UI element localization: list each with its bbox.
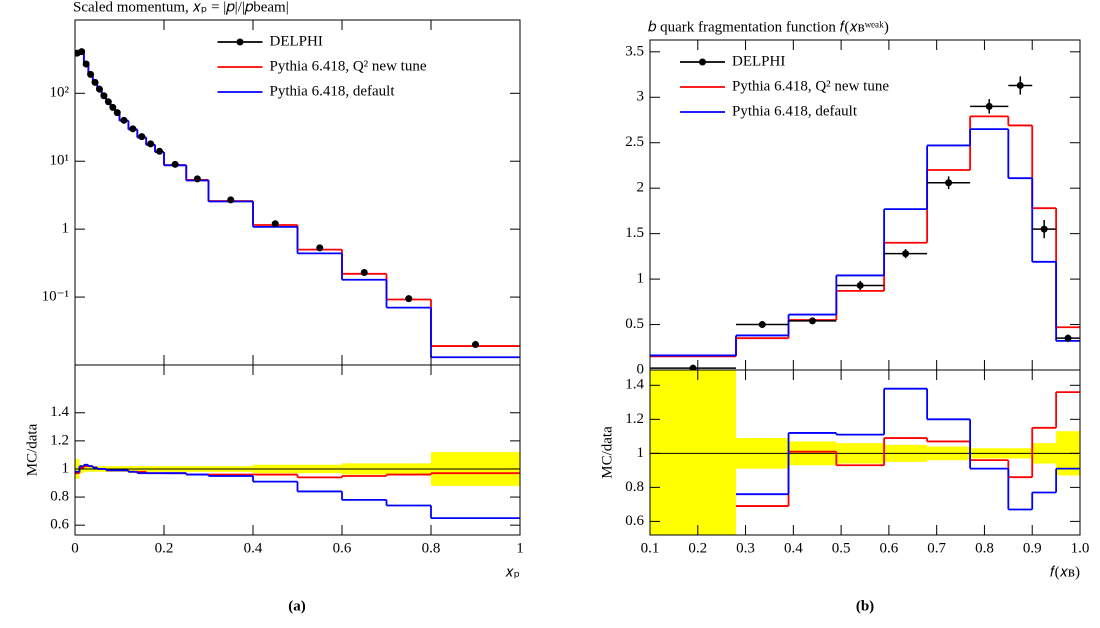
data-point <box>472 341 479 349</box>
plot-frame <box>74 364 521 536</box>
x-tick-label: 1 <box>516 540 524 556</box>
y-tick-label: 1.5 <box>625 225 644 241</box>
data-point <box>120 116 128 124</box>
x-tick-label: 0.8 <box>422 540 441 556</box>
x-axis-label: 𝑥ₚ <box>505 564 520 580</box>
uncertainty-band <box>650 370 736 535</box>
y-tick-label: 1.4 <box>625 377 644 393</box>
data-point <box>82 60 90 68</box>
y-tick-label: 0.8 <box>50 489 69 505</box>
x-tick-label: 0.4 <box>244 540 263 556</box>
x-axis-label: 𝑓(𝑥ʙ) <box>1050 564 1080 580</box>
caption: (a) <box>288 598 306 614</box>
data-point <box>1016 81 1024 89</box>
legend-label: Pythia 6.418, Q² new tune <box>732 78 889 94</box>
data-point <box>1064 334 1072 342</box>
y-axis-label: MC/data <box>24 423 40 476</box>
x-tick-label: 0.3 <box>736 540 755 556</box>
y-tick-label: 1.2 <box>625 411 644 427</box>
y-tick-label: 2.5 <box>625 134 644 150</box>
data-point <box>91 78 99 86</box>
y-tick-label: 10¹ <box>50 153 70 169</box>
ratio-plot <box>650 370 1080 535</box>
x-tick-label: 0 <box>71 540 79 556</box>
y-tick-label: 10⁻¹ <box>42 289 69 305</box>
data-point <box>147 140 155 148</box>
data-point <box>808 317 816 325</box>
y-tick-label: 0.6 <box>625 513 644 529</box>
x-tick-label: 0.5 <box>832 540 851 556</box>
data-point <box>156 147 164 155</box>
y-tick-label: 1.2 <box>50 432 69 448</box>
ratio-plot <box>75 452 520 520</box>
data-point <box>129 125 137 133</box>
y-tick-label: 1.4 <box>50 404 69 420</box>
x-tick-label: 0.6 <box>333 540 352 556</box>
caption: (b) <box>856 598 874 614</box>
x-tick-label: 1.0 <box>1071 540 1090 556</box>
data-point <box>271 220 279 228</box>
data-point <box>138 133 146 141</box>
data-point <box>95 85 103 93</box>
x-tick-label: 0.7 <box>927 540 946 556</box>
legend-label: Pythia 6.418, default <box>270 83 396 99</box>
x-tick-label: 0.8 <box>975 540 994 556</box>
x-tick-label: 0.4 <box>784 540 803 556</box>
y-tick-label: 2 <box>637 180 645 196</box>
legend-marker <box>236 38 244 46</box>
legend-marker <box>699 58 706 66</box>
data-point <box>945 179 953 187</box>
data-point <box>100 92 108 100</box>
x-tick-label: 0.2 <box>155 540 174 556</box>
y-tick-label: 3.5 <box>625 43 644 59</box>
data-point <box>902 250 910 258</box>
y-axis-label: MC/data <box>599 426 615 479</box>
data-point <box>1040 225 1048 233</box>
y-tick-label: 1 <box>637 271 645 287</box>
y-tick-label: 1 <box>62 221 70 237</box>
data-point <box>985 102 993 110</box>
data-point <box>104 98 112 106</box>
data-point <box>193 175 201 183</box>
data-point <box>78 48 86 56</box>
y-tick-label: 0.6 <box>50 517 69 533</box>
data-point <box>316 244 324 252</box>
y-tick-label: 3 <box>637 89 645 105</box>
data-point <box>171 160 179 168</box>
main-plot <box>75 48 520 359</box>
legend-label: Pythia 6.418, default <box>732 103 858 119</box>
x-tick-label: 0.2 <box>688 540 707 556</box>
data-point <box>856 281 864 289</box>
y-tick-label: 1 <box>637 445 645 461</box>
data-point <box>689 364 697 370</box>
data-point <box>113 109 121 117</box>
x-tick-label: 0.6 <box>880 540 899 556</box>
y-tick-label: 0.5 <box>625 316 644 332</box>
data-point <box>360 269 368 277</box>
chart-title: Scaled momentum, 𝑥ₚ = |𝑝|/|𝑝beam| <box>73 0 289 15</box>
y-tick-label: 1 <box>62 460 70 476</box>
legend-label: DELPHI <box>270 33 323 49</box>
legend-label: Pythia 6.418, Q² new tune <box>270 58 427 74</box>
data-point <box>109 103 117 111</box>
x-tick-label: 0.1 <box>641 540 660 556</box>
y-tick-label: 0.8 <box>625 479 644 495</box>
y-tick-label: 0 <box>637 361 645 377</box>
data-point <box>405 295 413 303</box>
data-point <box>758 321 766 329</box>
legend-label: DELPHI <box>732 53 785 69</box>
plot-frame <box>649 369 1081 536</box>
x-tick-label: 0.9 <box>1023 540 1042 556</box>
y-tick-label: 10² <box>50 85 70 101</box>
main-plot <box>650 76 1080 370</box>
data-point <box>227 196 235 204</box>
data-point <box>87 70 95 78</box>
chart-title: 𝑏 quark fragmentation function 𝑓(𝑥ʙʷᵉᵃᵏ) <box>648 19 889 35</box>
